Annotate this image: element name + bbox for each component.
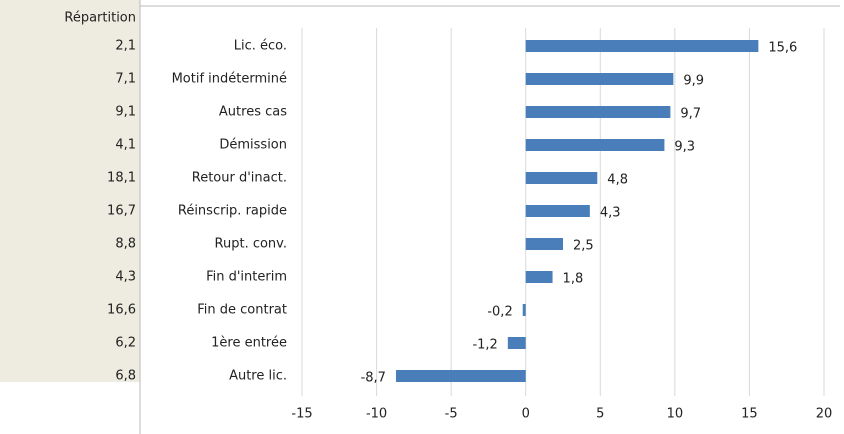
x-tick-label: -5 [445, 407, 458, 422]
category-label: Fin d'interim [206, 270, 287, 285]
table-cell: 9,1 [115, 105, 136, 120]
bar [525, 205, 590, 217]
table-cell: 16,7 [107, 204, 136, 219]
bar [525, 139, 665, 151]
value-label: 1,8 [563, 272, 584, 287]
table-cell: 2,1 [115, 39, 136, 54]
table-cell: 8,8 [115, 237, 136, 252]
value-label: -0,2 [487, 305, 512, 320]
table-panel [0, 0, 140, 382]
category-label: Fin de contrat [197, 303, 287, 318]
bar [522, 304, 526, 316]
category-label: Autres cas [219, 105, 287, 120]
category-label: Motif indéterminé [172, 72, 287, 87]
bar [525, 172, 598, 184]
x-tick-label: -15 [291, 407, 312, 422]
category-label: Autre lic. [229, 369, 287, 384]
value-label: 15,6 [768, 41, 797, 56]
value-label: 4,8 [607, 173, 628, 188]
value-label: 9,7 [680, 107, 701, 122]
bar [525, 40, 759, 52]
value-label: -8,7 [361, 371, 386, 386]
table-cell: 16,6 [107, 303, 136, 318]
table-cell: 4,1 [115, 138, 136, 153]
category-label: Retour d'inact. [192, 171, 287, 186]
x-tick-label: 0 [522, 407, 530, 422]
category-label: Lic. éco. [234, 39, 287, 54]
bar [525, 106, 671, 118]
category-label: Démission [219, 138, 287, 153]
x-tick-label: 5 [596, 407, 604, 422]
category-label: Réinscrip. rapide [178, 204, 287, 219]
table-cell: 6,8 [115, 369, 136, 384]
table-header: Répartition [64, 11, 136, 26]
value-label: 4,3 [600, 206, 621, 221]
table-cell: 18,1 [107, 171, 136, 186]
table-cell: 4,3 [115, 270, 136, 285]
x-tick-label: 20 [816, 407, 833, 422]
value-label: -1,2 [472, 338, 497, 353]
x-tick-label: -10 [366, 407, 387, 422]
category-label: Rupt. conv. [215, 237, 287, 252]
bar [507, 337, 526, 349]
bar [395, 370, 526, 382]
value-label: 9,3 [674, 140, 695, 155]
table-cell: 7,1 [115, 72, 136, 87]
bar [525, 271, 553, 283]
value-label: 9,9 [683, 74, 704, 89]
bar [525, 73, 674, 85]
category-label: 1ère entrée [211, 336, 287, 351]
bar [525, 238, 563, 250]
x-tick-label: 10 [667, 407, 684, 422]
value-label: 2,5 [573, 239, 594, 254]
x-tick-label: 15 [741, 407, 758, 422]
table-cell: 6,2 [115, 336, 136, 351]
